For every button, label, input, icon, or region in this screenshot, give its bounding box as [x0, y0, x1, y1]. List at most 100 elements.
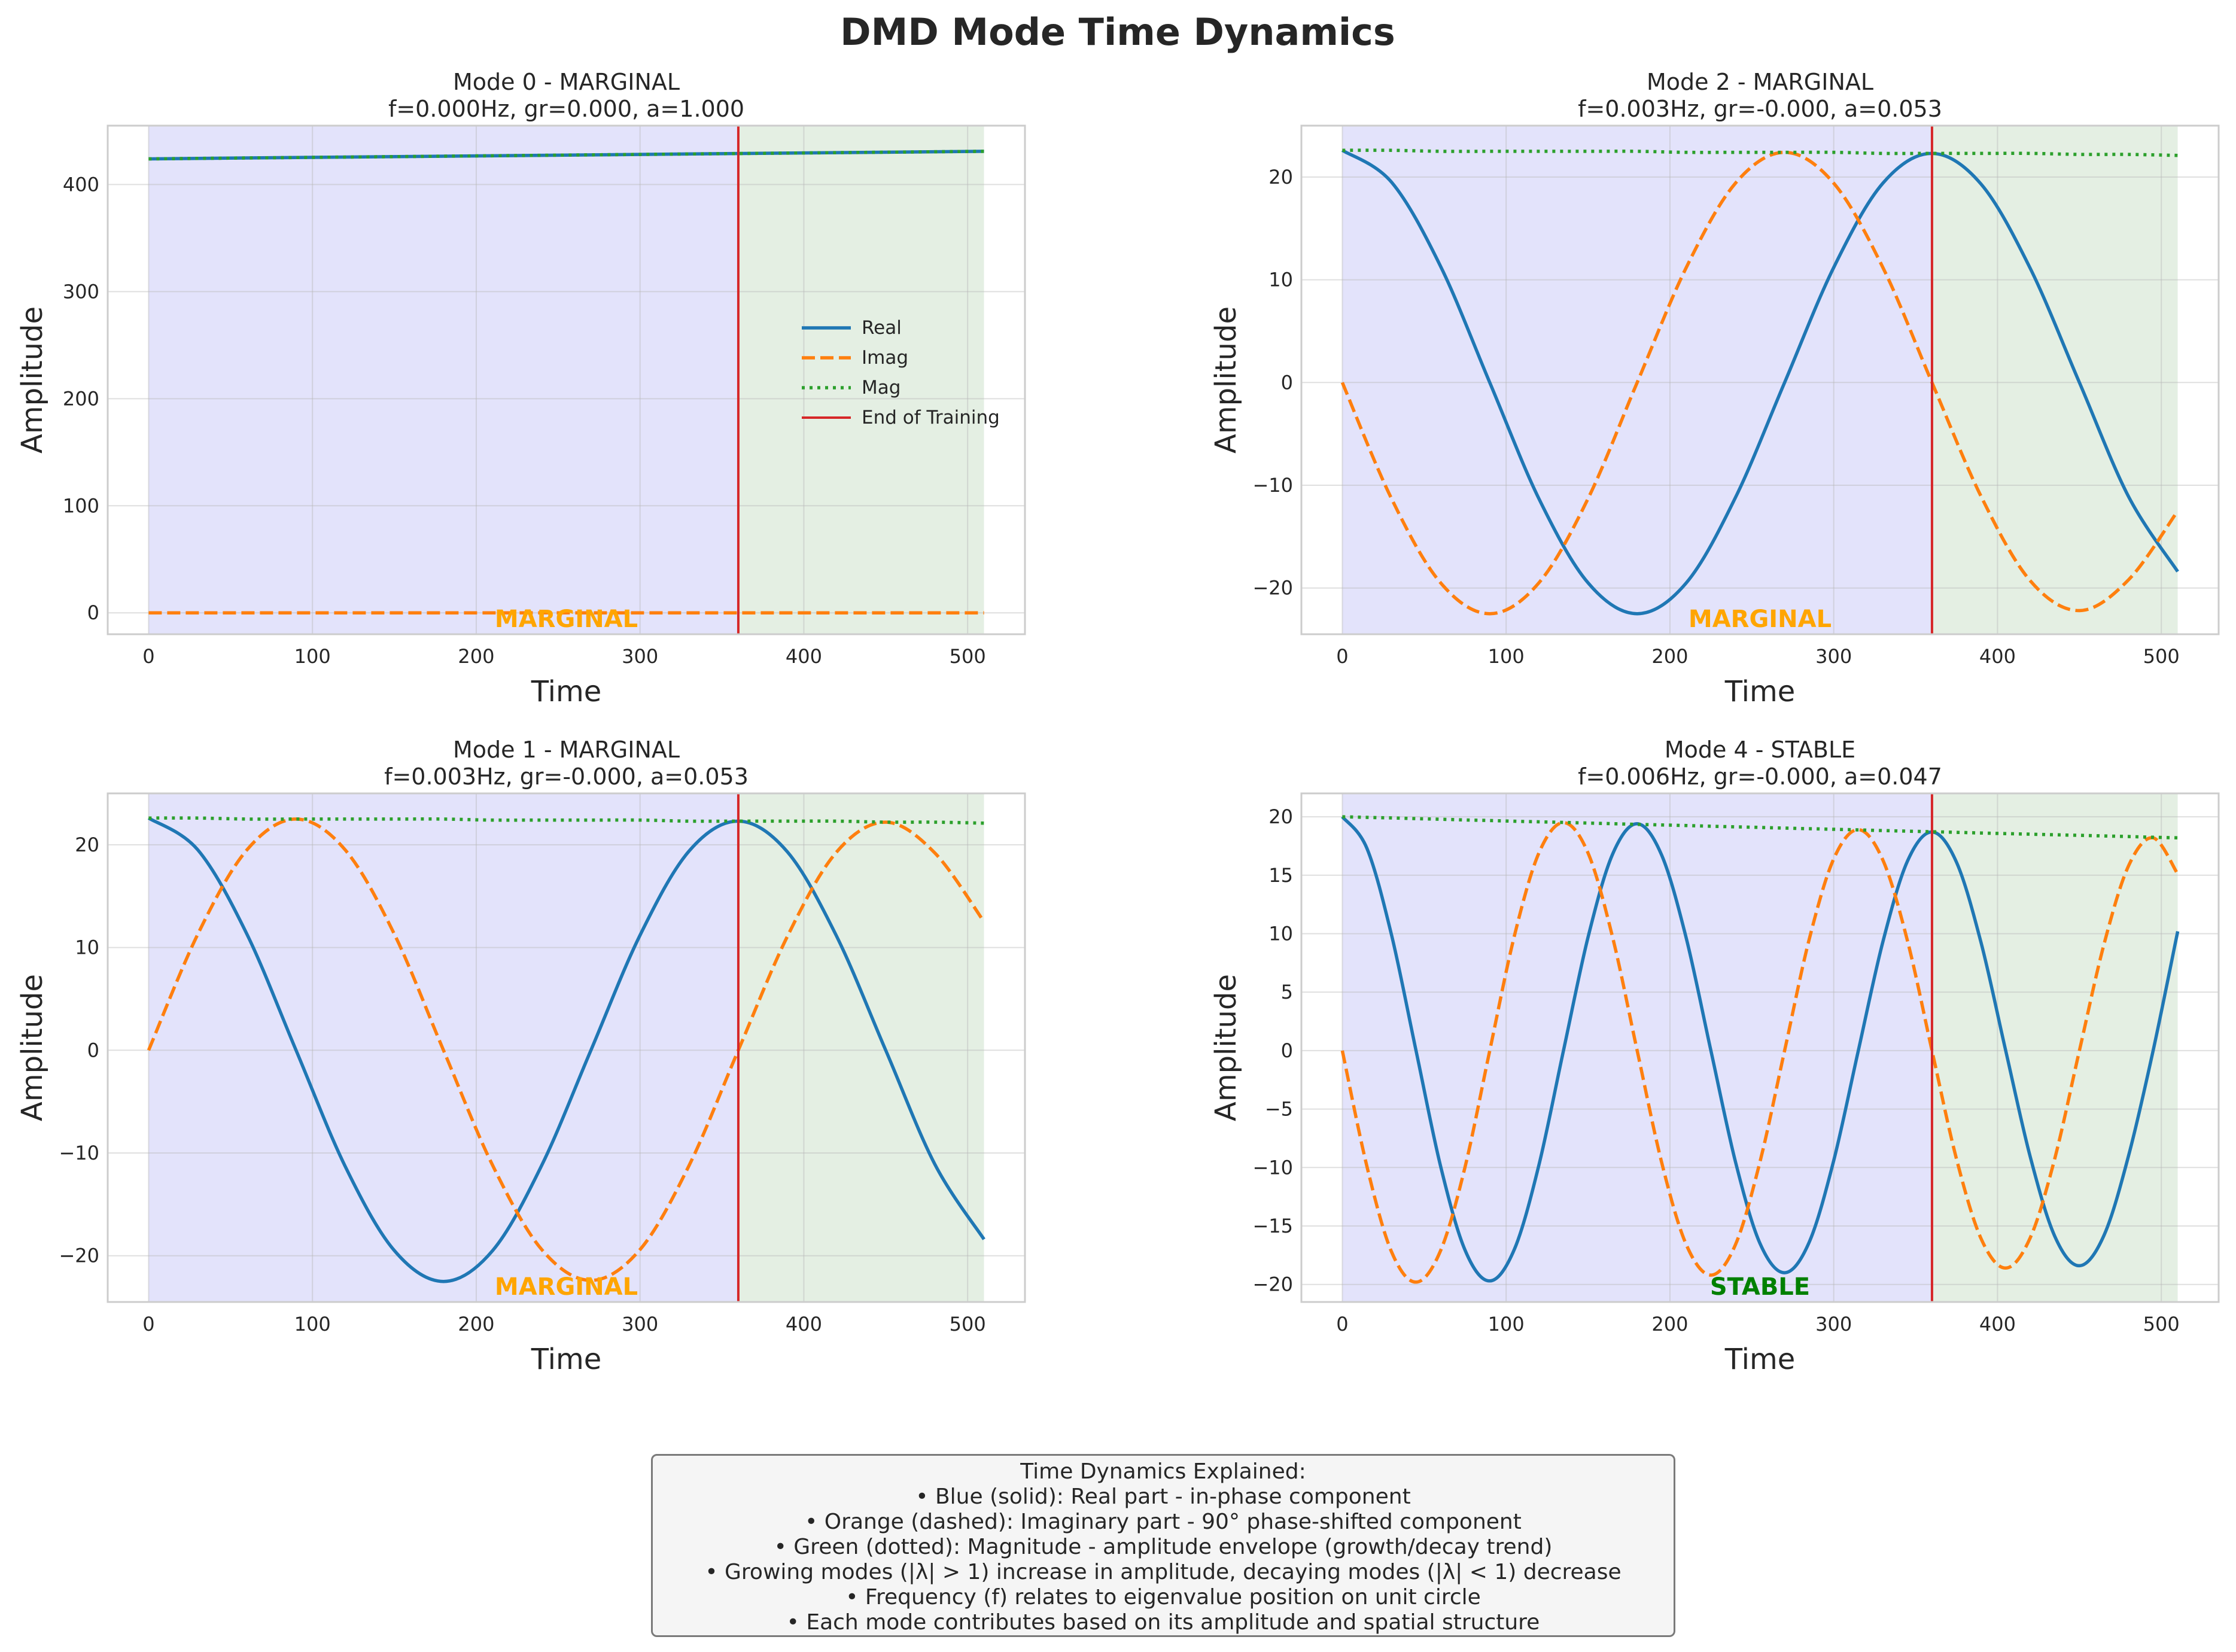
x-tick-label: 400	[786, 645, 822, 668]
x-tick-label: 0	[1336, 1313, 1348, 1335]
series-line-mag	[1342, 148, 2178, 157]
y-tick-label: 0	[87, 1039, 99, 1061]
y-tick-label: −15	[1252, 1215, 1293, 1237]
y-tick-label: −10	[1252, 474, 1293, 497]
explanation-line: Time Dynamics Explained:	[1020, 1459, 1306, 1484]
x-tick-label: 500	[2143, 1313, 2180, 1335]
y-tick-label: 10	[1268, 922, 1293, 945]
chart-panel: 0 100 200 300 400 500 0 100 200 300 400 Mode 0 - MA…	[16, 69, 1026, 708]
y-tick-label: 20	[75, 833, 99, 856]
panel-title: Mode 0 - MARGINAL	[453, 69, 680, 95]
x-tick-label: 100	[1488, 645, 1525, 668]
legend-label: End of Training	[862, 407, 1000, 428]
y-tick-label: 20	[1268, 805, 1293, 828]
status-label: MARGINAL	[495, 606, 638, 633]
y-tick-label: 5	[1281, 981, 1293, 1003]
figure-title: DMD Mode Time Dynamics	[840, 10, 1395, 54]
y-axis-label: Amplitude	[1209, 974, 1243, 1121]
y-tick-label: −20	[59, 1245, 99, 1267]
y-tick-label: 15	[1268, 864, 1293, 887]
panel-title: Mode 1 - MARGINAL	[453, 737, 680, 763]
y-tick-label: −20	[1252, 1273, 1293, 1296]
explanation-line: • Each mode contributes based on its amp…	[786, 1610, 1540, 1635]
explanation-line: • Blue (solid): Real part - in-phase com…	[915, 1484, 1411, 1509]
forecast-region	[1931, 793, 2178, 1302]
plot-frame	[107, 792, 1026, 1303]
x-tick-label: 300	[1815, 645, 1852, 668]
y-tick-label: 10	[1268, 269, 1293, 291]
explanation-box: Time Dynamics Explained: • Blue (solid):…	[651, 1454, 1675, 1637]
forecast-region	[738, 793, 984, 1302]
panel-subtitle: f=0.003Hz, gr=-0.000, a=0.053	[1578, 96, 1942, 122]
series-line-real	[147, 816, 985, 1283]
panel-subtitle: f=0.006Hz, gr=-0.000, a=0.047	[1578, 763, 1942, 790]
status-label: MARGINAL	[495, 1273, 638, 1301]
y-tick-label: 100	[63, 494, 99, 517]
y-axis-label: Amplitude	[1209, 306, 1243, 454]
y-tick-label: 400	[63, 173, 99, 196]
y-tick-label: −5	[1265, 1098, 1293, 1121]
chart-panel: 0 100 200 300 400 500 −20 −10 0 10 20 Mode 1 - MARG…	[16, 737, 1026, 1376]
explanation-line: • Green (dotted): Magnitude - amplitude …	[774, 1535, 1553, 1559]
plot-frame	[1300, 124, 2220, 635]
training-region	[1342, 793, 1932, 1302]
explanation-line: • Frequency (f) relates to eigenvalue po…	[845, 1585, 1481, 1610]
y-tick-label: 300	[63, 280, 99, 303]
y-tick-label: 20	[1268, 166, 1293, 188]
x-tick-label: 200	[1651, 1313, 1688, 1335]
series-line-real	[1341, 148, 2179, 616]
series-line-imag	[1340, 150, 2179, 616]
x-tick-label: 500	[950, 645, 986, 668]
x-tick-label: 0	[142, 1313, 154, 1335]
series-line-real	[148, 150, 984, 161]
x-tick-label: 0	[1336, 645, 1348, 668]
panel-subtitle: f=0.000Hz, gr=0.000, a=1.000	[388, 96, 744, 122]
legend-label: Mag	[862, 377, 901, 398]
x-tick-label: 400	[786, 1313, 822, 1335]
forecast-region	[738, 126, 984, 634]
legend: Real Imag Mag End of Training	[802, 317, 1000, 428]
x-tick-label: 500	[2143, 645, 2180, 668]
panel-title: Mode 4 - STABLE	[1665, 737, 1855, 763]
forecast-region	[1931, 126, 2178, 634]
panel-title: Mode 2 - MARGINAL	[1647, 69, 1873, 95]
x-axis-label: Time	[531, 675, 601, 708]
y-tick-label: −10	[59, 1142, 99, 1164]
x-tick-label: 200	[1651, 645, 1688, 668]
status-label: MARGINAL	[1689, 606, 1832, 633]
x-tick-label: 500	[950, 1313, 986, 1335]
y-axis-label: Amplitude	[16, 974, 49, 1121]
y-tick-label: 0	[87, 601, 99, 624]
x-tick-label: 100	[1488, 1313, 1525, 1335]
plot-frame	[107, 124, 1026, 635]
legend-label: Imag	[862, 347, 908, 369]
series-line-mag	[148, 816, 984, 825]
series-line-mag	[1342, 815, 2178, 840]
status-label: STABLE	[1710, 1273, 1810, 1301]
x-tick-label: 400	[1979, 645, 2016, 668]
x-tick-label: 300	[622, 1313, 658, 1335]
x-tick-label: 200	[458, 1313, 494, 1335]
explanation-line: • Growing modes (|λ| > 1) increase in am…	[705, 1560, 1622, 1584]
y-tick-label: 0	[1281, 1039, 1293, 1062]
y-tick-label: 200	[63, 387, 99, 410]
series-line-imag	[1340, 821, 2179, 1284]
x-tick-label: 0	[142, 645, 154, 668]
chart-panel: 0 100 200 300 400 500 −20 −10 0 10 20 Mode 2 - MARG…	[1209, 69, 2220, 708]
x-axis-label: Time	[531, 1343, 601, 1376]
x-axis-label: Time	[1724, 1343, 1795, 1376]
series-line-real	[1341, 816, 2180, 1283]
training-region	[148, 126, 738, 634]
x-tick-label: 200	[458, 645, 494, 668]
y-axis-label: Amplitude	[16, 306, 49, 454]
y-tick-label: 10	[75, 936, 99, 959]
x-tick-label: 100	[294, 645, 331, 668]
x-tick-label: 300	[622, 645, 658, 668]
x-tick-label: 400	[1979, 1313, 2016, 1335]
y-tick-label: −10	[1252, 1156, 1293, 1179]
panel-subtitle: f=0.003Hz, gr=-0.000, a=0.053	[384, 763, 749, 790]
chart-panel: 0 100 200 300 400 500 −20 −15 −10 −5 0 5 10 15 20 Mode …	[1209, 737, 2220, 1376]
y-tick-label: −20	[1252, 577, 1293, 600]
